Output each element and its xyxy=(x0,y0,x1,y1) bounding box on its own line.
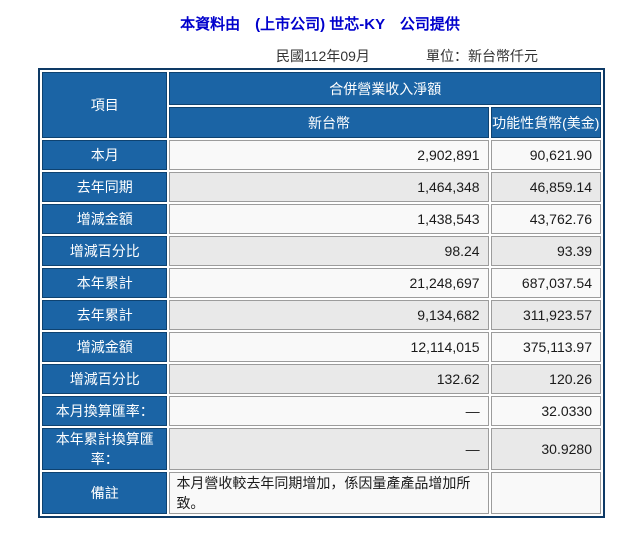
ntd-value: 1,464,348 xyxy=(169,172,489,202)
row-label: 本月 xyxy=(42,140,168,170)
revenue-table: 項目 合併營業收入淨額 新台幣 功能性貨幣(美金) 本月 2,902,891 9… xyxy=(38,68,605,518)
ntd-value: 12,114,015 xyxy=(169,332,489,362)
table-row-change-percent-ytd: 增減百分比 132.62 120.26 xyxy=(42,364,601,394)
usd-value: 93.39 xyxy=(490,236,601,266)
table-row-current-month: 本月 2,902,891 90,621.90 xyxy=(42,140,601,170)
column-header-item: 項目 xyxy=(42,72,168,138)
ntd-value: 98.24 xyxy=(169,236,489,266)
table-row-remark: 備註 本月營收較去年同期增加，係因量產產品增加所致。 xyxy=(42,472,601,514)
report-unit: 單位：新台幣仟元 xyxy=(426,48,538,64)
usd-value: 90,621.90 xyxy=(490,140,601,170)
row-label: 增減金額 xyxy=(42,204,168,234)
table-row-ytd-last-year: 去年累計 9,134,682 311,923.57 xyxy=(42,300,601,330)
row-label: 本年累計換算匯率： xyxy=(42,428,168,470)
ntd-value: 132.62 xyxy=(169,364,489,394)
row-label: 本月換算匯率： xyxy=(42,396,168,426)
report-source-title: 本資料由 (上市公司) 世芯-KY 公司提供 xyxy=(180,16,460,33)
ntd-value: 2,902,891 xyxy=(169,140,489,170)
table-header-row-1: 項目 合併營業收入淨額 xyxy=(42,72,601,138)
table-row-change-percent-month: 增減百分比 98.24 93.39 xyxy=(42,236,601,266)
usd-value: 46,859.14 xyxy=(490,172,601,202)
usd-value: 375,113.97 xyxy=(490,332,601,362)
usd-value: 30.9280 xyxy=(490,428,601,470)
column-header-usd: 功能性貨幣(美金) xyxy=(490,107,601,138)
table-row-month-exchange-rate: 本月換算匯率： — 32.0330 xyxy=(42,396,601,426)
table-header-row-2: 新台幣 功能性貨幣(美金) xyxy=(42,107,601,138)
report-subheader: 民國112年09月 單位：新台幣仟元 xyxy=(0,46,640,64)
row-label-remark: 備註 xyxy=(42,472,168,514)
row-label: 增減金額 xyxy=(42,332,168,362)
report-period: 民國112年09月 xyxy=(276,48,370,64)
row-label: 增減百分比 xyxy=(42,236,168,266)
row-label: 增減百分比 xyxy=(42,364,168,394)
row-label: 去年同期 xyxy=(42,172,168,202)
ntd-value: — xyxy=(169,428,489,470)
usd-value: 32.0330 xyxy=(490,396,601,426)
table-row-ytd: 本年累計 21,248,697 687,037.54 xyxy=(42,268,601,298)
ntd-value: 1,438,543 xyxy=(169,204,489,234)
table-row-change-amount-ytd: 增減金額 12,114,015 375,113.97 xyxy=(42,332,601,362)
usd-value: 120.26 xyxy=(490,364,601,394)
remark-usd-empty-cell xyxy=(490,472,601,514)
table-row-change-amount-month: 增減金額 1,438,543 43,762.76 xyxy=(42,204,601,234)
column-header-group: 合併營業收入淨額 xyxy=(169,72,601,105)
remark-text: 本月營收較去年同期增加，係因量產產品增加所致。 xyxy=(169,472,489,514)
column-header-ntd: 新台幣 xyxy=(169,107,489,138)
usd-value: 687,037.54 xyxy=(490,268,601,298)
ntd-value: — xyxy=(169,396,489,426)
row-label: 本年累計 xyxy=(42,268,168,298)
table-row-ytd-exchange-rate: 本年累計換算匯率： — 30.9280 xyxy=(42,428,601,470)
usd-value: 43,762.76 xyxy=(490,204,601,234)
row-label: 去年累計 xyxy=(42,300,168,330)
table-row-same-month-last-year: 去年同期 1,464,348 46,859.14 xyxy=(42,172,601,202)
ntd-value: 9,134,682 xyxy=(169,300,489,330)
ntd-value: 21,248,697 xyxy=(169,268,489,298)
usd-value: 311,923.57 xyxy=(490,300,601,330)
